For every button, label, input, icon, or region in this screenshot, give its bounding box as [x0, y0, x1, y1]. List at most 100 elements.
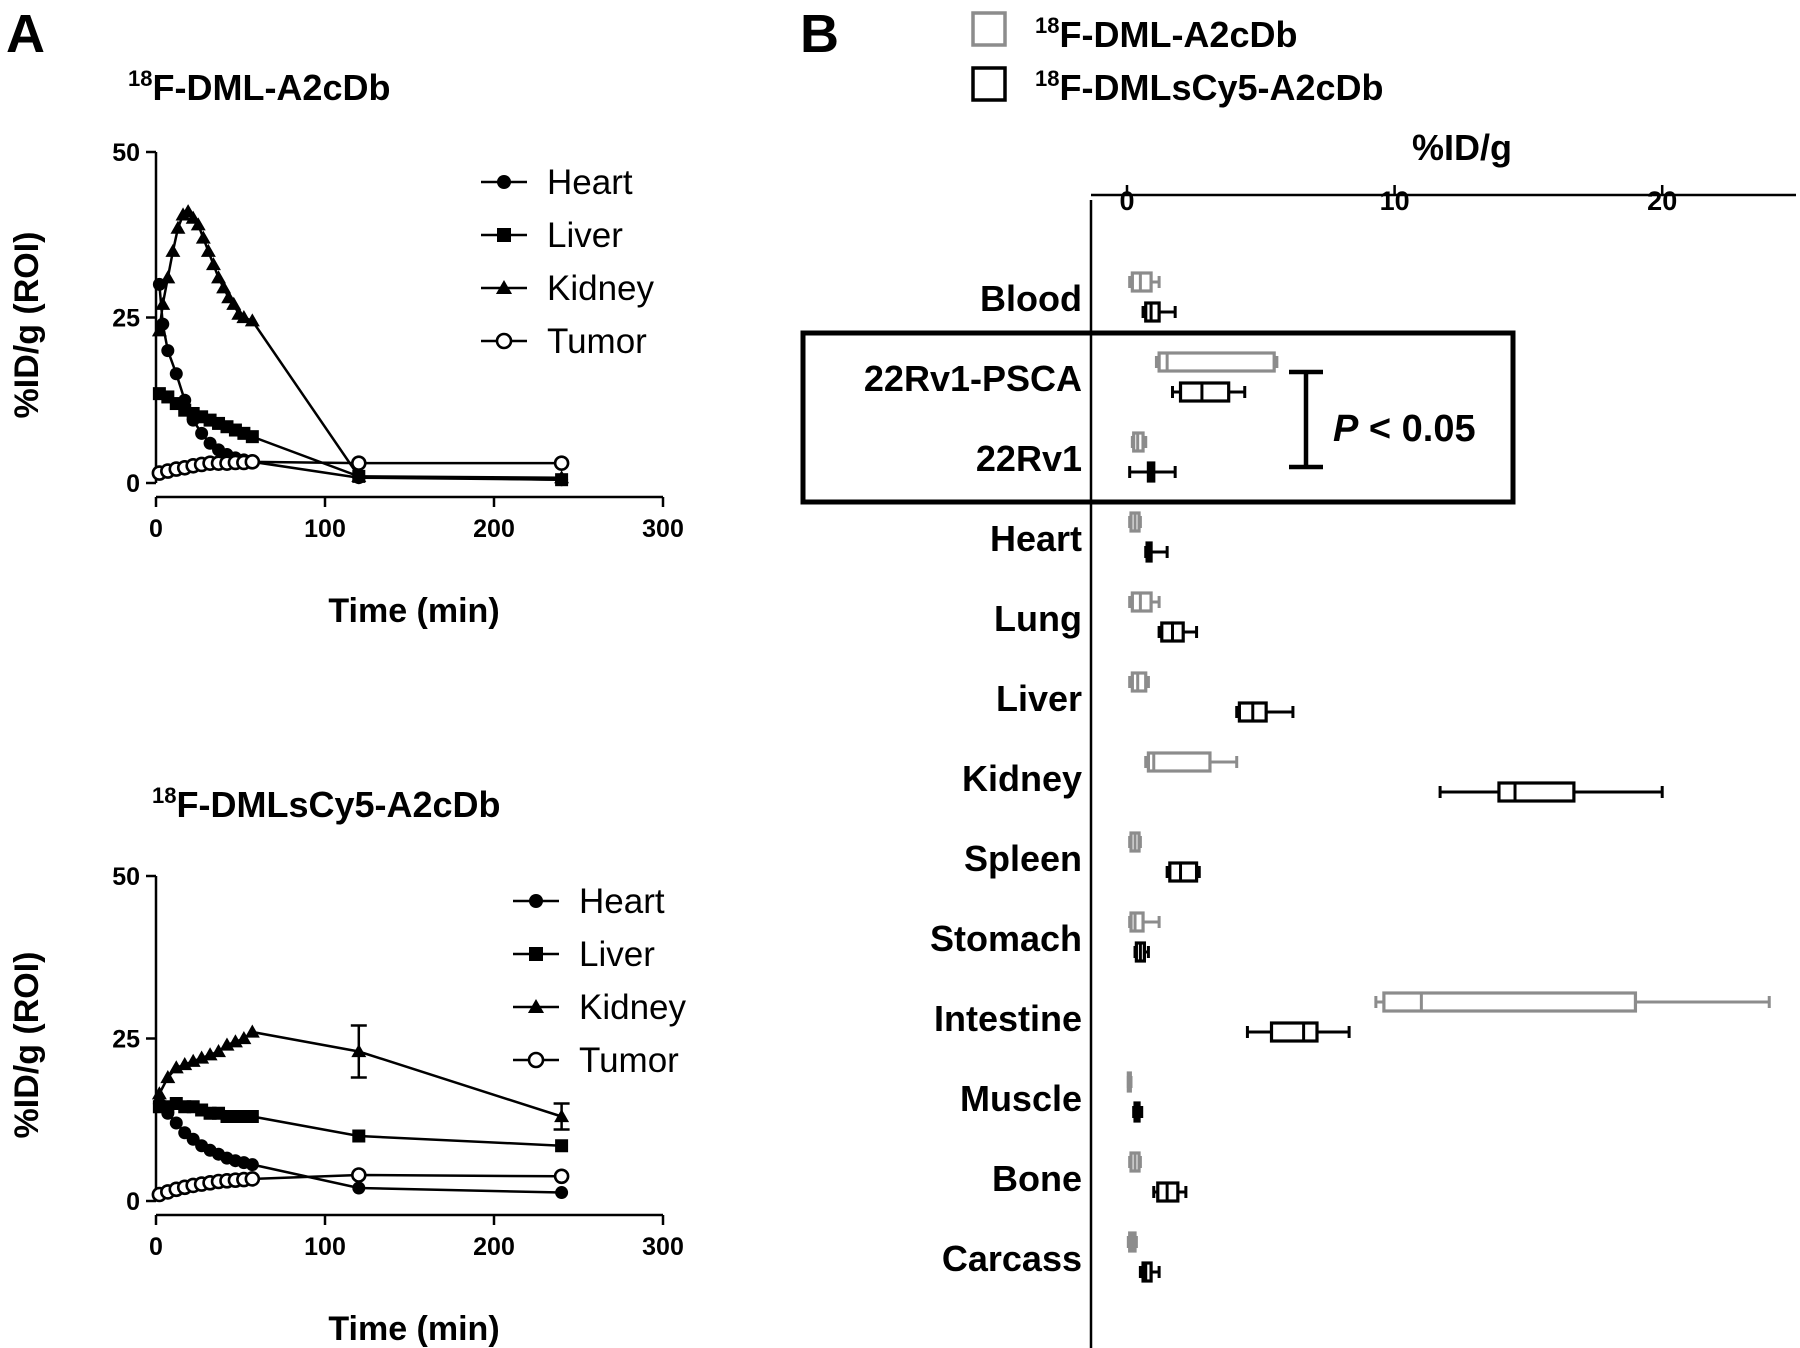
legend-label-kidney: Kidney: [579, 988, 687, 1027]
box-stomach-dmlscy5: [1133, 941, 1150, 963]
chart-a-top-ylabel: %ID/g (ROI): [8, 232, 46, 419]
tumor-point: [553, 455, 570, 471]
legend-marker-kidney: [527, 998, 545, 1014]
p-value-annotation: P < 0.05: [1333, 408, 1476, 450]
y-tick-label: 50: [112, 139, 140, 167]
chart-a-top-title: 18F-DML-A2cDb: [128, 66, 390, 108]
box-axes: 0 10 20: [1089, 185, 1796, 1348]
box-lung-dmlscy5: [1157, 621, 1199, 643]
significance-bracket: [1289, 369, 1323, 470]
kidney-point: [151, 323, 167, 337]
liver-point: [245, 430, 259, 444]
legend-label-heart: Heart: [547, 163, 633, 202]
kidney-point: [244, 313, 260, 327]
legend-label-dml: 18F-DML-A2cDb: [1035, 13, 1297, 55]
heart-point: [161, 344, 175, 358]
kidney-point: [195, 230, 211, 244]
y-tick-label: 25: [112, 305, 140, 333]
heart-point: [169, 1116, 183, 1130]
y-tick-label: 0: [126, 1188, 140, 1216]
chart-a-bottom-ylabel: %ID/g (ROI): [8, 952, 46, 1139]
x-tick-label: 200: [473, 1233, 515, 1261]
panel-b-letter: B: [800, 4, 839, 64]
category-label-carcass: Carcass: [942, 1238, 1082, 1279]
kidney-point: [226, 296, 242, 310]
box-iqr: [1157, 351, 1276, 373]
box-heart-dml: [1128, 511, 1142, 533]
box-spleen-dml: [1128, 831, 1142, 853]
legend-marker-liver: [529, 947, 543, 961]
kidney-point: [205, 257, 221, 271]
tumor-point: [244, 454, 261, 470]
tumor-point: [350, 455, 367, 471]
box-22rv1-dml: [1130, 431, 1148, 453]
box-lung-dml: [1128, 591, 1161, 613]
x-tick-label: 300: [642, 1233, 684, 1261]
box-blood-dmlscy5: [1141, 301, 1177, 323]
box-stomach-dml: [1128, 911, 1161, 933]
kidney-point: [216, 280, 232, 294]
tumor-point: [244, 1171, 261, 1187]
y-tick-label: 0: [126, 470, 140, 498]
tumor-point: [553, 1168, 570, 1185]
box-x-tick-label: 0: [1119, 186, 1134, 216]
x-tick-label: 300: [642, 515, 684, 543]
box-iqr: [1382, 991, 1638, 1013]
box-x-tick-label: 20: [1647, 186, 1677, 216]
category-label-blood: Blood: [980, 278, 1082, 319]
panel-b-xlabel: %ID/g: [1412, 127, 1512, 168]
box-iqr: [1168, 861, 1199, 883]
kidney-point: [244, 1024, 260, 1038]
kidney-point: [351, 1044, 367, 1058]
chart-a-top-legend: Heart Liver Kidney Tumor: [481, 163, 655, 361]
box-iqr: [1146, 751, 1212, 773]
kidney-point: [554, 1109, 570, 1123]
kidney-point: [160, 1070, 176, 1084]
kidney-point: [236, 1031, 252, 1045]
box-22rv1-psca-dml: [1154, 351, 1279, 373]
kidney-point: [160, 270, 176, 284]
legend-label-tumor: Tumor: [547, 322, 647, 361]
x-tick-label: 100: [304, 515, 346, 543]
x-tick-label: 200: [473, 515, 515, 543]
category-label-liver: Liver: [996, 678, 1082, 719]
category-label-lung: Lung: [994, 598, 1082, 639]
heart-point: [169, 367, 183, 381]
chart-a-top-xlabel: Time (min): [328, 592, 499, 630]
category-label-heart: Heart: [990, 518, 1082, 559]
box-heart-dmlscy5: [1144, 541, 1169, 563]
box-bone-dmlscy5: [1152, 1181, 1188, 1203]
legend-label-heart: Heart: [579, 882, 665, 921]
kidney-point: [151, 1086, 167, 1100]
legend-label-liver: Liver: [579, 935, 655, 974]
y-tick-label: 50: [112, 863, 140, 891]
chart-a-bottom-xlabel: Time (min): [328, 1310, 499, 1348]
heart-point: [555, 1186, 569, 1200]
chart-a-bottom-plot: [151, 1024, 570, 1203]
kidney-point: [170, 220, 186, 234]
legend-label-dmlscy5: 18F-DMLsCy5-A2cDb: [1035, 66, 1384, 108]
box-x-tick-label: 10: [1380, 186, 1410, 216]
legend-marker-tumor: [527, 1051, 545, 1069]
kidney-point: [351, 468, 367, 482]
legend-marker-liver: [497, 228, 511, 242]
kidney-point: [211, 270, 227, 284]
kidney-point: [211, 1044, 227, 1058]
heart-point: [245, 1158, 259, 1172]
liver-point: [555, 1139, 569, 1153]
heart-point: [352, 1181, 366, 1195]
category-label-22rv1: 22Rv1: [976, 438, 1082, 479]
box-22rv1-psca-dmlscy5: [1170, 381, 1247, 403]
box-blood-dml: [1128, 271, 1161, 293]
kidney-point: [200, 243, 216, 257]
box-liver-dml: [1128, 671, 1150, 693]
legend-label-kidney: Kidney: [547, 269, 655, 308]
box-liver-dmlscy5: [1235, 701, 1295, 723]
legend-swatch-dml: [971, 11, 1007, 47]
box-iqr: [1129, 911, 1145, 933]
legend-marker-heart: [497, 175, 511, 189]
kidney-point: [554, 470, 570, 484]
chart-a-bottom: 18F-DMLsCy5-A2cDb 0 25 50 0 100 200 300 %ID/g …: [8, 783, 687, 1348]
legend-label-tumor: Tumor: [579, 1041, 679, 1080]
category-label-intestine: Intestine: [934, 998, 1082, 1039]
